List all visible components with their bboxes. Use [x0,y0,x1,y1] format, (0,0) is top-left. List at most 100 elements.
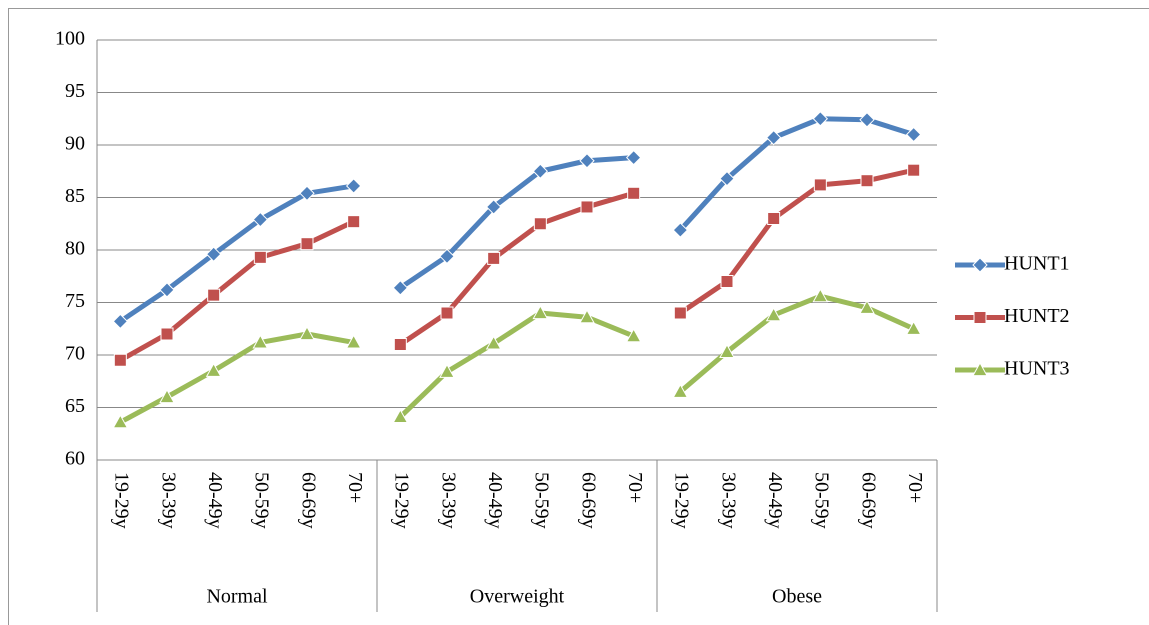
marker [299,185,315,202]
marker [159,282,175,298]
y-tick-label: 80 [65,238,85,260]
marker [719,170,735,187]
y-tick-label: 70 [65,343,85,365]
group-label: Obese [772,586,822,608]
marker [625,328,642,343]
marker [112,414,129,429]
y-tick-label: 60 [65,448,85,470]
x-tick-label: 60-69y [297,472,319,529]
marker [765,307,782,322]
x-tick-label: 30-39y [437,472,459,529]
marker [860,174,874,188]
marker [765,129,782,146]
x-tick-label: 70+ [904,472,926,503]
legend-label: HUNT2 [1004,305,1070,327]
x-tick-label: 50-59y [251,472,273,529]
marker [347,215,361,229]
marker [580,200,594,214]
marker [207,288,221,302]
x-tick-label: 30-39y [157,472,179,529]
marker [299,325,315,341]
marker [672,383,689,398]
series-line [119,331,355,425]
marker [205,246,222,262]
marker [719,343,735,358]
marker [252,211,269,228]
y-tick-label: 95 [65,80,85,102]
y-tick-label: 75 [65,290,85,312]
marker [300,237,314,251]
marker [673,306,687,320]
marker [812,111,829,127]
marker [393,338,407,351]
group-label: Normal [206,586,268,608]
marker [532,163,549,179]
series-line [678,167,915,316]
x-tick-label: 70+ [344,472,366,503]
marker [345,334,362,349]
x-tick-label: 70+ [624,472,646,503]
marker [672,222,689,238]
legend-marker [972,361,988,377]
x-tick-label: 50-59y [811,472,833,529]
x-tick-label: 19-29y [671,472,693,529]
marker [252,334,269,349]
marker [579,309,595,324]
marker [160,327,174,341]
marker [253,250,267,264]
marker [485,199,502,215]
marker [439,363,455,378]
marker [625,149,642,166]
marker [533,217,547,231]
marker [767,212,781,225]
y-tick-label: 100 [55,28,85,50]
series-line [678,293,915,394]
legend-marker [973,311,987,324]
series-line [398,155,634,290]
x-tick-label: 19-29y [391,472,413,529]
marker [812,288,829,303]
x-tick-label: 30-39y [717,472,739,529]
marker [905,126,922,143]
marker [159,388,175,404]
y-tick-label: 65 [65,395,85,417]
marker [813,178,827,192]
x-tick-label: 19-29y [111,472,133,529]
chart-border [8,8,1149,625]
marker [113,353,127,367]
marker [392,408,409,424]
x-tick-label: 60-69y [857,472,879,529]
x-tick-label: 40-49y [204,472,226,529]
series-line [119,219,355,363]
legend-label: HUNT1 [1004,253,1070,275]
group-label: Overweight [470,586,565,608]
marker [532,304,549,320]
marker [440,306,454,320]
marker [439,248,455,265]
marker [487,251,501,265]
marker [859,299,875,314]
y-tick-label: 85 [65,185,85,207]
series-line [398,190,635,347]
marker [907,163,921,177]
legend-marker [972,257,988,273]
marker [112,313,129,330]
x-tick-label: 60-69y [577,472,599,529]
series-line [398,310,635,419]
x-tick-label: 40-49y [764,472,786,529]
marker [485,335,502,350]
y-tick-label: 90 [65,133,85,155]
marker [859,112,875,128]
marker [579,153,595,169]
x-tick-label: 50-59y [531,472,553,529]
marker [627,186,641,200]
marker [720,275,734,288]
marker [205,362,222,377]
marker [345,178,362,194]
legend-label: HUNT3 [1004,358,1070,380]
series-line [118,183,355,324]
x-tick-label: 40-49y [484,472,506,529]
marker [392,280,409,296]
